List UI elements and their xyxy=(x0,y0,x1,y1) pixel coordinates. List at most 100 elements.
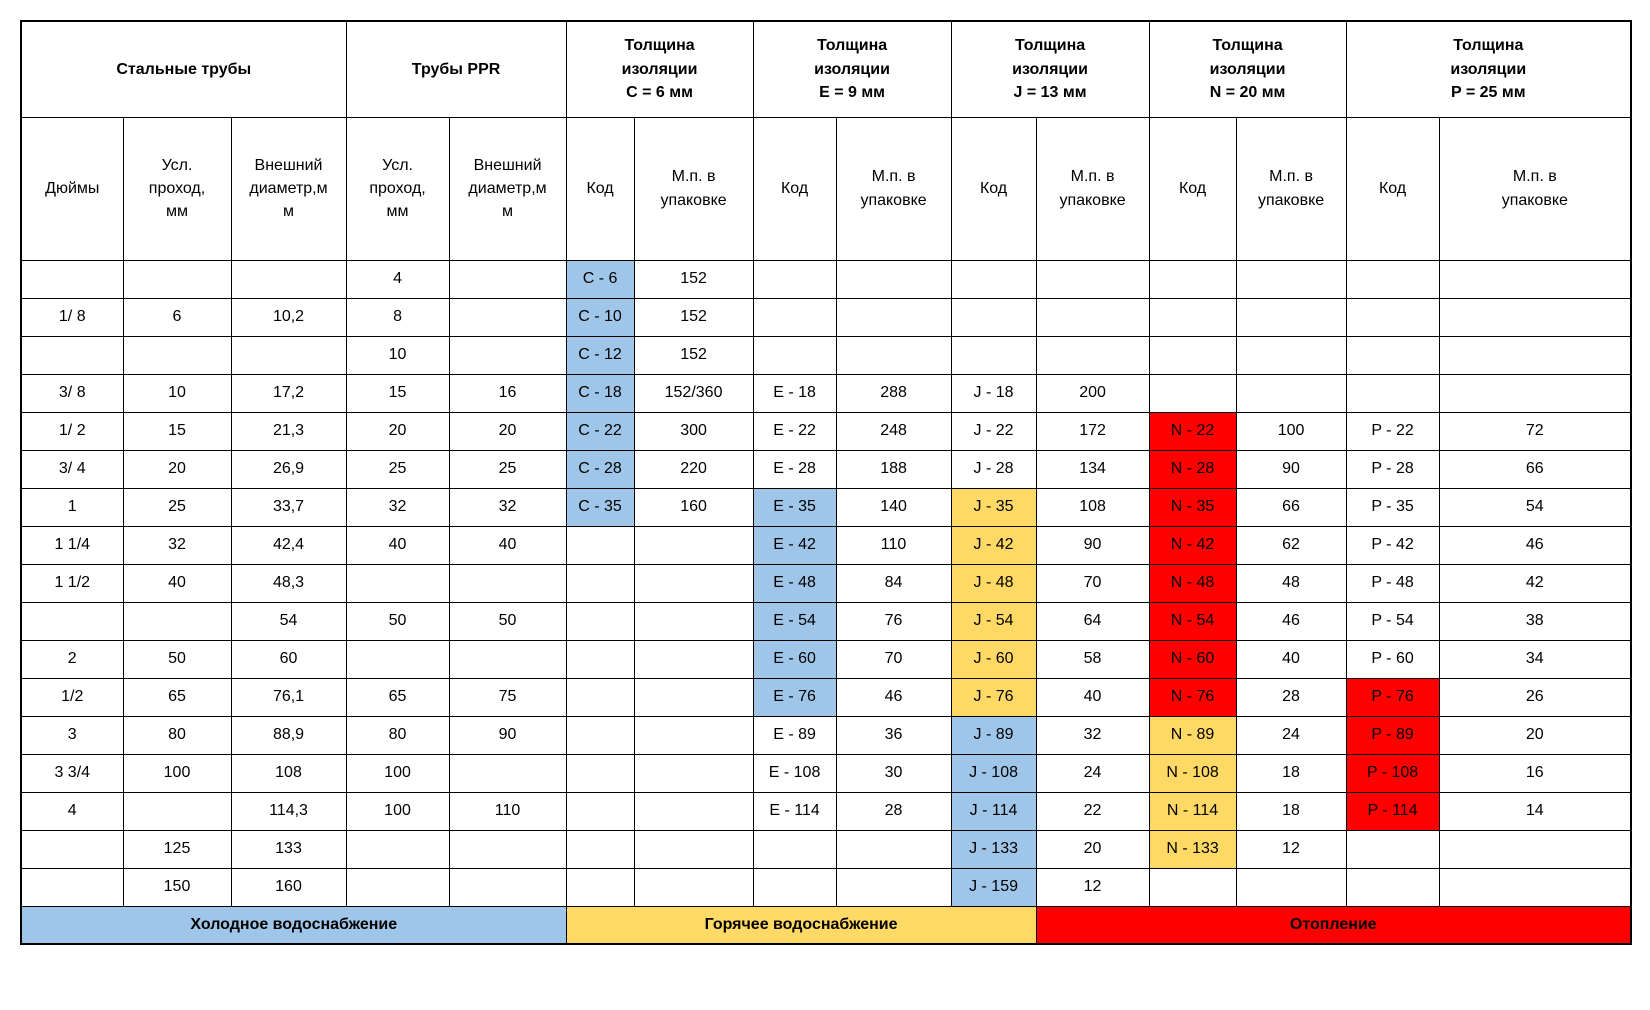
table-cell: 10,2 xyxy=(230,297,347,337)
table-cell: 10 xyxy=(122,373,232,413)
table-cell: 34 xyxy=(1438,639,1632,679)
table-cell xyxy=(1345,867,1440,907)
table-cell xyxy=(1235,259,1347,299)
table-cell: 32 xyxy=(1035,715,1150,755)
table-cell: E - 18 xyxy=(752,373,837,413)
table-cell: 160 xyxy=(633,487,754,527)
table-cell xyxy=(1345,335,1440,375)
table-cell: 3/ 4 xyxy=(20,449,124,489)
table-cell: 1 xyxy=(20,487,124,527)
table-cell xyxy=(122,601,232,641)
table-cell: 76,1 xyxy=(230,677,347,717)
table-cell xyxy=(752,259,837,299)
column-group-header: Трубы PPR xyxy=(345,20,567,118)
table-cell: 18 xyxy=(1235,791,1347,831)
code-cell-highlighted: E - 54 xyxy=(752,601,837,641)
table-cell: 100 xyxy=(345,791,450,831)
table-cell xyxy=(752,867,837,907)
code-cell-highlighted: N - 60 xyxy=(1148,639,1237,679)
table-cell: 33,7 xyxy=(230,487,347,527)
column-header: Код xyxy=(752,116,837,261)
table-header: Стальные трубы Трубы PPR Толщина изоляции … xyxy=(20,20,1632,261)
table-cell xyxy=(1438,297,1632,337)
table-cell: 20 xyxy=(1035,829,1150,869)
table-cell: 1/ 2 xyxy=(20,411,124,451)
table-row: 3/ 4 20 26,9 25 25 C - 28 220 E - 28 188 J - 28 13… xyxy=(20,449,1632,489)
table-cell: E - 108 xyxy=(752,753,837,793)
code-cell-highlighted: P - 89 xyxy=(1345,715,1440,755)
table-cell xyxy=(752,297,837,337)
code-cell-highlighted: E - 76 xyxy=(752,677,837,717)
code-cell-highlighted: J - 76 xyxy=(950,677,1037,717)
table-cell: P - 22 xyxy=(1345,411,1440,451)
table-cell: 84 xyxy=(835,563,952,603)
code-cell-highlighted: P - 76 xyxy=(1345,677,1440,717)
table-cell: 42 xyxy=(1438,563,1632,603)
table-row: 1 1/2 40 48,3 E - 48 84 J - 48 70 N - 48 48 P - 4… xyxy=(20,563,1632,603)
table-cell: 75 xyxy=(448,677,567,717)
table-cell: 30 xyxy=(835,753,952,793)
column-header: Код xyxy=(950,116,1037,261)
table-cell: 140 xyxy=(835,487,952,527)
table-cell: 50 xyxy=(345,601,450,641)
table-row: 54 50 50 E - 54 76 J - 54 64 N - 54 46 P - 54 38 xyxy=(20,601,1632,641)
table-cell: P - 35 xyxy=(1345,487,1440,527)
table-cell: 70 xyxy=(835,639,952,679)
table-cell: J - 22 xyxy=(950,411,1037,451)
column-header: Код xyxy=(1148,116,1237,261)
table-cell xyxy=(565,525,635,565)
table-cell xyxy=(633,639,754,679)
table-cell: 288 xyxy=(835,373,952,413)
code-cell-highlighted: P - 114 xyxy=(1345,791,1440,831)
code-cell-highlighted: C - 6 xyxy=(565,259,635,299)
table-cell: 16 xyxy=(448,373,567,413)
code-cell-highlighted: N - 42 xyxy=(1148,525,1237,565)
code-cell-highlighted: J - 89 xyxy=(950,715,1037,755)
legend-red: Отопление xyxy=(1035,905,1632,945)
table-cell: 90 xyxy=(448,715,567,755)
table-cell: 220 xyxy=(633,449,754,489)
table-cell xyxy=(633,715,754,755)
legend-blue: Холодное водоснабжение xyxy=(20,905,567,945)
table-cell: 48 xyxy=(1235,563,1347,603)
code-cell-highlighted: N - 133 xyxy=(1148,829,1237,869)
column-header: Код xyxy=(1345,116,1440,261)
table-cell xyxy=(633,563,754,603)
table-cell xyxy=(1148,867,1237,907)
table-cell: 72 xyxy=(1438,411,1632,451)
table-cell xyxy=(1235,297,1347,337)
table-cell xyxy=(1035,297,1150,337)
column-group-header: Толщина изоляции Е = 9 мм xyxy=(752,20,952,118)
table-cell: 248 xyxy=(835,411,952,451)
table-cell: 48,3 xyxy=(230,563,347,603)
column-header: Внешний диаметр,м м xyxy=(448,116,567,261)
table-cell: 4 xyxy=(345,259,450,299)
table-cell xyxy=(345,867,450,907)
table-cell xyxy=(1438,259,1632,299)
table-cell: 10 xyxy=(345,335,450,375)
table-cell: 32 xyxy=(345,487,450,527)
table-cell xyxy=(345,563,450,603)
page: Стальные трубы Трубы PPR Толщина изоляции … xyxy=(20,20,1633,945)
legend-yellow: Горячее водоснабжение xyxy=(565,905,1037,945)
table-cell: 25 xyxy=(448,449,567,489)
table-cell: 1/ 8 xyxy=(20,297,124,337)
table-cell: 134 xyxy=(1035,449,1150,489)
table-cell xyxy=(230,259,347,299)
code-cell-highlighted: J - 114 xyxy=(950,791,1037,831)
table-cell: 114,3 xyxy=(230,791,347,831)
table-cell xyxy=(20,601,124,641)
column-header: Усл. проход, мм xyxy=(345,116,450,261)
table-cell xyxy=(448,563,567,603)
table-cell xyxy=(1345,297,1440,337)
table-row: 150 160 J - 159 12 xyxy=(20,867,1632,907)
table-cell: 66 xyxy=(1438,449,1632,489)
table-cell: 3/ 8 xyxy=(20,373,124,413)
table-cell xyxy=(345,829,450,869)
table-cell xyxy=(345,639,450,679)
table-cell: 108 xyxy=(1035,487,1150,527)
table-row: 1/ 2 15 21,3 20 20 C - 22 300 E - 22 248 J - 22 17… xyxy=(20,411,1632,451)
column-header: М.п. в упаковке xyxy=(1035,116,1150,261)
table-cell: 40 xyxy=(345,525,450,565)
